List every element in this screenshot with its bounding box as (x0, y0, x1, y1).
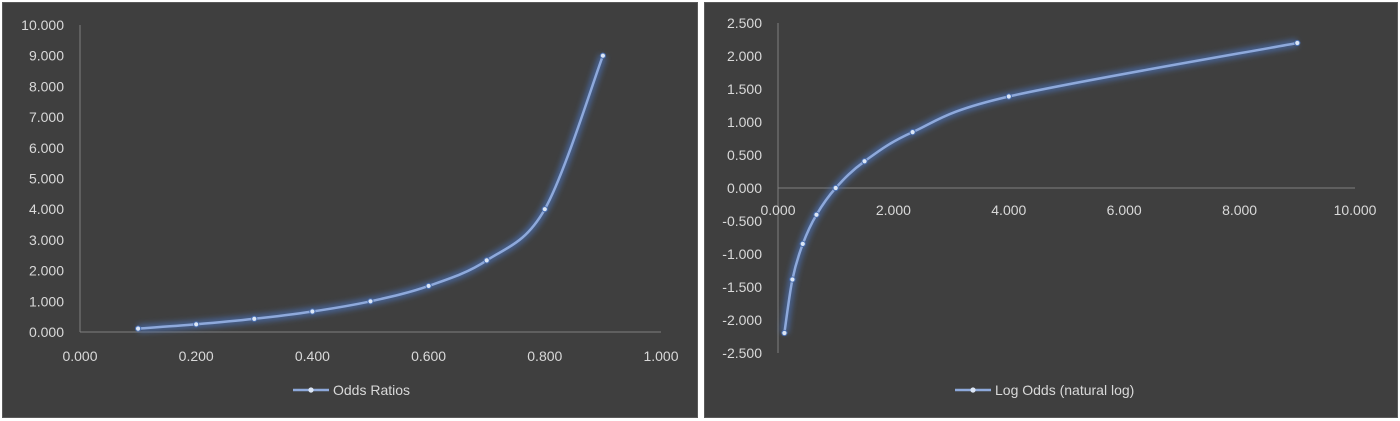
data-point (799, 240, 806, 248)
series-line (138, 55, 605, 330)
x-tick-label: 0.000 (760, 202, 795, 218)
y-tick-label: -1.500 (722, 279, 762, 295)
y-tick-label: -2.500 (722, 345, 762, 361)
x-tick-label: 1.000 (643, 348, 678, 364)
y-tick-label: 9.000 (29, 48, 64, 64)
y-tick-label: 0.500 (727, 147, 762, 163)
legend-label: Odds Ratios (333, 382, 410, 398)
y-tick-label: 10.000 (21, 17, 64, 33)
x-tick-label: 0.000 (62, 348, 97, 364)
data-point (599, 52, 607, 59)
x-tick-label: 0.600 (411, 348, 446, 364)
y-tick-label: 1.000 (29, 293, 64, 309)
y-tick-label: 2.500 (727, 15, 762, 31)
y-tick-label: 2.000 (29, 263, 64, 279)
data-point (251, 315, 258, 322)
legend-marker (970, 387, 976, 393)
y-tick-label: 3.000 (29, 232, 64, 248)
x-tick-label: 8.000 (1222, 202, 1257, 218)
y-tick-label: 4.000 (29, 201, 64, 217)
y-tick-label: 1.000 (727, 114, 762, 130)
data-point (193, 321, 200, 328)
odds-ratio-chart: 0.000 1.000 2.000 3.000 4.000 5.000 6.000 7.000… (21, 17, 679, 398)
data-point (135, 325, 142, 332)
x-tick-label: 0.400 (295, 348, 330, 364)
series-line-glow (137, 54, 607, 333)
legend: Log Odds (natural log) (955, 382, 1134, 398)
y-tick-label: -0.500 (722, 213, 762, 229)
y-tick-label: 5.000 (29, 171, 64, 187)
data-point (789, 276, 796, 283)
data-point (425, 282, 432, 290)
y-tick-label: 8.000 (29, 78, 64, 94)
legend-label: Log Odds (natural log) (995, 382, 1134, 398)
x-tick-label: 6.000 (1107, 202, 1142, 218)
series-line (783, 41, 1298, 334)
legend: Odds Ratios (293, 382, 410, 398)
y-tick-label: 1.500 (727, 81, 762, 97)
x-tick-label: 0.800 (527, 348, 562, 364)
data-point (1294, 39, 1301, 47)
data-point (309, 308, 316, 315)
x-tick-label: 2.000 (876, 202, 911, 218)
odds-ratio-chart-panel: 0.000 1.000 2.000 3.000 4.000 5.000 6.000 7.000… (2, 2, 698, 418)
y-tick-label: -1.000 (722, 246, 762, 262)
y-tick-label: 6.000 (29, 140, 64, 156)
data-point (367, 298, 374, 305)
x-tick-label: 10.000 (1334, 202, 1377, 218)
data-point (909, 128, 916, 136)
legend-marker (308, 387, 314, 393)
data-point (781, 329, 788, 337)
data-point (1005, 93, 1012, 100)
x-tick-label: 0.200 (179, 348, 214, 364)
data-point (483, 257, 490, 264)
data-point (541, 206, 548, 213)
data-point (832, 184, 839, 192)
y-tick-label: -2.000 (722, 312, 762, 328)
data-point (813, 211, 820, 218)
data-point (861, 158, 868, 165)
y-tick-label: 2.000 (727, 48, 762, 64)
x-tick-label: 4.000 (991, 202, 1026, 218)
log-odds-chart: -2.500-2.000-1.500-1.000-0.5000.0000.500… (722, 15, 1377, 398)
y-tick-label: 0.000 (29, 324, 64, 340)
y-tick-label: 0.000 (727, 180, 762, 196)
y-tick-label: 7.000 (29, 109, 64, 125)
log-odds-chart-panel: -2.500 -2.000 -1.500 -1.000 -0.500 0.000 0.500… (704, 2, 1398, 418)
